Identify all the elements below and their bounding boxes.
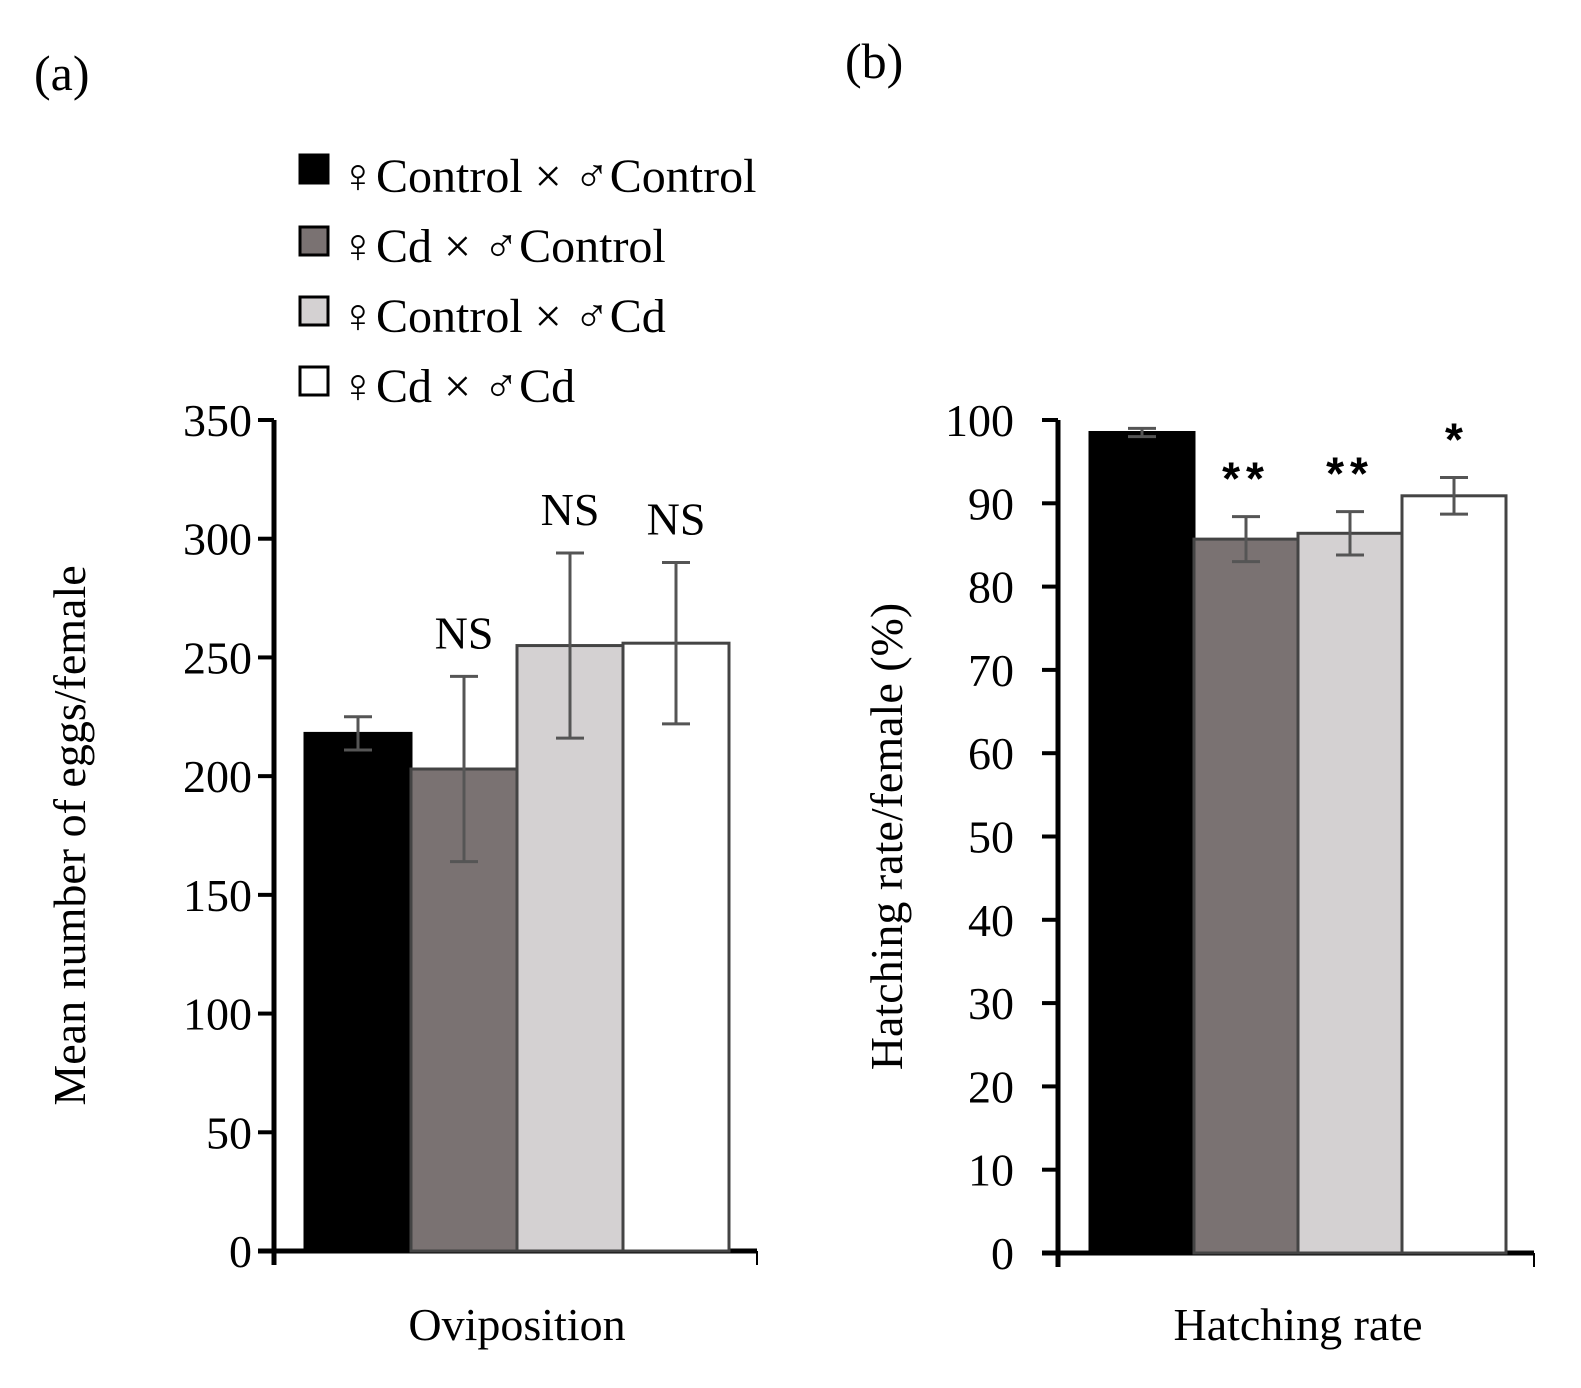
y-tick-label: 30: [968, 978, 1014, 1029]
legend-label: ♀Control × ♂Control: [340, 150, 756, 203]
legend-item: ♀Cd × ♂Cd: [298, 360, 575, 413]
bar: [1088, 430, 1196, 1255]
y-tick-label: 100: [183, 989, 252, 1040]
y-tick-label: 200: [183, 751, 252, 802]
y-tick-label: 70: [968, 645, 1014, 696]
bar: [621, 641, 731, 1253]
legend-swatch: [298, 295, 330, 327]
legend-label: ♀Cd × ♂Control: [340, 220, 666, 273]
y-tick-label: 80: [968, 562, 1014, 613]
y-tick-label: 0: [229, 1226, 252, 1277]
panel-a-label: (a): [34, 45, 90, 101]
chart-oviposition: 0 50 100 150 200 250 300 350 Mean number of eggs…: [44, 395, 758, 1350]
legend-item: ♀Control × ♂Control: [298, 150, 756, 203]
chart-hatching-rate: 0 10 20 30 40 50 60 70 80 90 100 Hatching rate/fema…: [861, 395, 1535, 1350]
y-tick-label: 10: [968, 1145, 1014, 1196]
y-tick-label: 100: [945, 395, 1014, 446]
y-tick-label: 60: [968, 728, 1014, 779]
y-tick-label: 20: [968, 1061, 1014, 1112]
bar: [515, 644, 625, 1253]
y-tick-label: 350: [183, 395, 252, 446]
x-axis-category-label: Hatching rate: [1173, 1299, 1422, 1350]
y-tick-label: 250: [183, 632, 252, 683]
y-tick-label: 300: [183, 514, 252, 565]
bar: [1296, 531, 1404, 1255]
legend-item: ♀Cd × ♂Control: [298, 220, 666, 273]
bar: [1400, 494, 1508, 1255]
legend-swatch: [298, 225, 330, 257]
y-tick-label: 150: [183, 870, 252, 921]
legend-label: ♀Cd × ♂Cd: [340, 360, 575, 413]
bar: [1192, 537, 1300, 1255]
significance-label: NS: [541, 484, 600, 535]
legend-swatch: [298, 153, 330, 185]
significance-label: NS: [435, 607, 494, 658]
y-tick-label: 40: [968, 895, 1014, 946]
y-tick-label: 50: [968, 812, 1014, 863]
y-tick-label: 90: [968, 478, 1014, 529]
panel-b-label: (b): [845, 33, 903, 89]
legend: ♀Control × ♂Control ♀Cd × ♂Control ♀Cont…: [298, 150, 756, 413]
significance-label: **: [1222, 453, 1270, 505]
y-axis-title: Hatching rate/female (%): [861, 603, 912, 1070]
legend-swatch: [298, 365, 330, 397]
significance-label: NS: [647, 493, 706, 544]
legend-item: ♀Control × ♂Cd: [298, 290, 666, 343]
y-axis-title: Mean number of eggs/female: [44, 565, 95, 1105]
y-tick-label: 50: [206, 1107, 252, 1158]
legend-label: ♀Control × ♂Cd: [340, 290, 666, 343]
x-axis-category-label: Oviposition: [408, 1299, 625, 1350]
y-tick-label: 0: [991, 1228, 1014, 1279]
significance-label: *: [1445, 413, 1463, 465]
significance-label: **: [1326, 448, 1374, 500]
bar: [303, 731, 413, 1253]
